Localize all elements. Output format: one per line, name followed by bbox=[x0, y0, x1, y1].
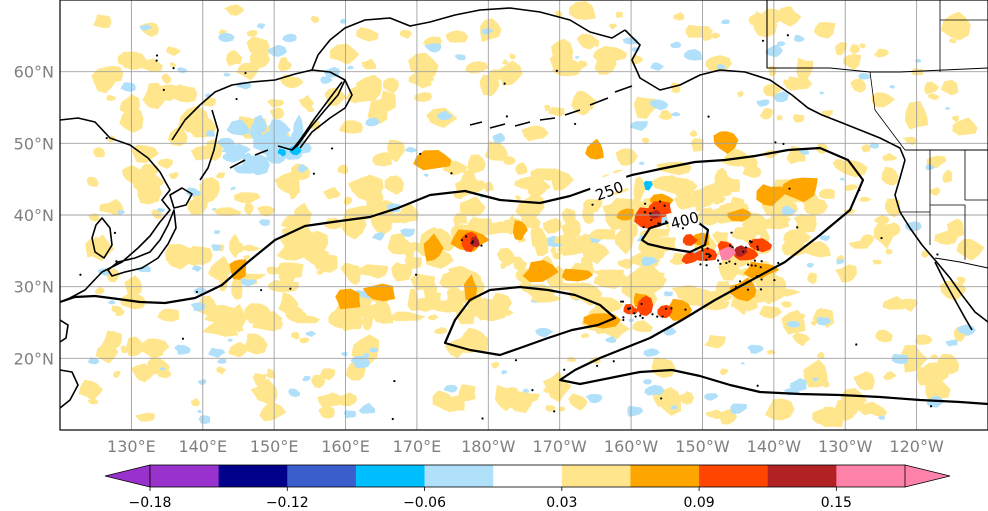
kamchatka-coastline bbox=[291, 79, 346, 151]
colorbar-bin-8 bbox=[699, 465, 769, 487]
colorbar-bin-5 bbox=[493, 465, 563, 487]
map-panel: 250 400 bbox=[59, 0, 988, 431]
okhotsk-coastline bbox=[171, 69, 353, 149]
sakhalin-coastline bbox=[199, 109, 219, 181]
lon-label-1: 140°E bbox=[178, 437, 227, 456]
lon-label-7: 160°W bbox=[604, 437, 659, 456]
colorbar-bin-10 bbox=[836, 465, 906, 487]
lon-label-2: 150°E bbox=[250, 437, 299, 456]
colorbar: −0.18 −0.12 −0.06 0.03 0.09 0.15 bbox=[104, 464, 951, 511]
lat-label-3: 50°N bbox=[14, 134, 54, 153]
colorbar-tick-label-3: 0.03 bbox=[546, 495, 577, 511]
anomaly-shading bbox=[78, 1, 985, 428]
contour-250-outer bbox=[60, 146, 988, 406]
colorbar-under-extension bbox=[104, 464, 151, 488]
korea-coastline bbox=[91, 217, 113, 259]
significance-stippling bbox=[79, 34, 939, 421]
kuril-islands bbox=[229, 145, 293, 169]
colorbar-bin-7 bbox=[630, 465, 700, 487]
taiwan-coastline bbox=[60, 319, 69, 343]
map-frame bbox=[59, 0, 988, 431]
asia-coastline bbox=[60, 117, 171, 303]
philippines-coastline bbox=[60, 369, 79, 409]
colorbar-bin-0 bbox=[150, 465, 220, 487]
colorbar-tick-label-4: 0.09 bbox=[684, 495, 715, 511]
lon-label-0: 130°E bbox=[107, 437, 156, 456]
alaska-coastline bbox=[624, 29, 906, 161]
colorbar-bin-6 bbox=[561, 465, 631, 487]
colorbar-tick-label-1: −0.12 bbox=[266, 495, 309, 511]
colorbar-bin-2 bbox=[287, 465, 357, 487]
colorbar-tick-label-5: 0.15 bbox=[821, 495, 852, 511]
lon-label-4: 170°E bbox=[393, 437, 442, 456]
canada-us-border bbox=[766, 0, 988, 73]
lon-label-5: 180°W bbox=[461, 437, 516, 456]
contour-400 bbox=[640, 218, 710, 254]
siberia-north-coastline bbox=[311, 7, 626, 71]
baja-coastline bbox=[934, 261, 973, 331]
na-west-coastline bbox=[894, 159, 988, 323]
us-state-lines bbox=[900, 150, 988, 260]
lat-label-1: 30°N bbox=[14, 278, 54, 297]
colorbar-tick-label-0: −0.18 bbox=[129, 495, 172, 511]
colorbar-bin-1 bbox=[218, 465, 288, 487]
lon-label-6: 170°W bbox=[533, 437, 588, 456]
lon-label-9: 140°W bbox=[747, 437, 802, 456]
lon-label-8: 150°W bbox=[675, 437, 730, 456]
colorbar-over-extension bbox=[904, 464, 951, 488]
longitude-labels: 130°E 140°E 150°E 160°E 170°E 180°W 170°W 160°W… bbox=[107, 437, 944, 456]
japan-coastline bbox=[107, 209, 177, 277]
lon-label-11: 120°W bbox=[889, 437, 944, 456]
lat-label-2: 40°N bbox=[14, 206, 54, 225]
aleutian-islands bbox=[469, 85, 633, 129]
colorbar-tick-label-2: −0.06 bbox=[403, 495, 446, 511]
colorbar-bin-9 bbox=[767, 465, 837, 487]
colorbar-frame bbox=[149, 464, 906, 488]
colorbar-bin-4 bbox=[424, 465, 494, 487]
latitude-labels: 20°N 30°N 40°N 50°N 60°N bbox=[14, 63, 54, 369]
lon-label-10: 130°W bbox=[818, 437, 873, 456]
lon-label-3: 160°E bbox=[321, 437, 370, 456]
canada-provinces bbox=[869, 0, 988, 151]
coastlines bbox=[60, 0, 988, 409]
contour-lines bbox=[60, 146, 988, 406]
colorbar-bin-3 bbox=[355, 465, 426, 487]
lat-label-4: 60°N bbox=[14, 63, 54, 82]
contour-250-inner bbox=[443, 285, 617, 357]
lat-label-0: 20°N bbox=[14, 349, 54, 368]
hokkaido-coastline bbox=[169, 187, 193, 209]
us-mexico-border bbox=[934, 257, 988, 269]
